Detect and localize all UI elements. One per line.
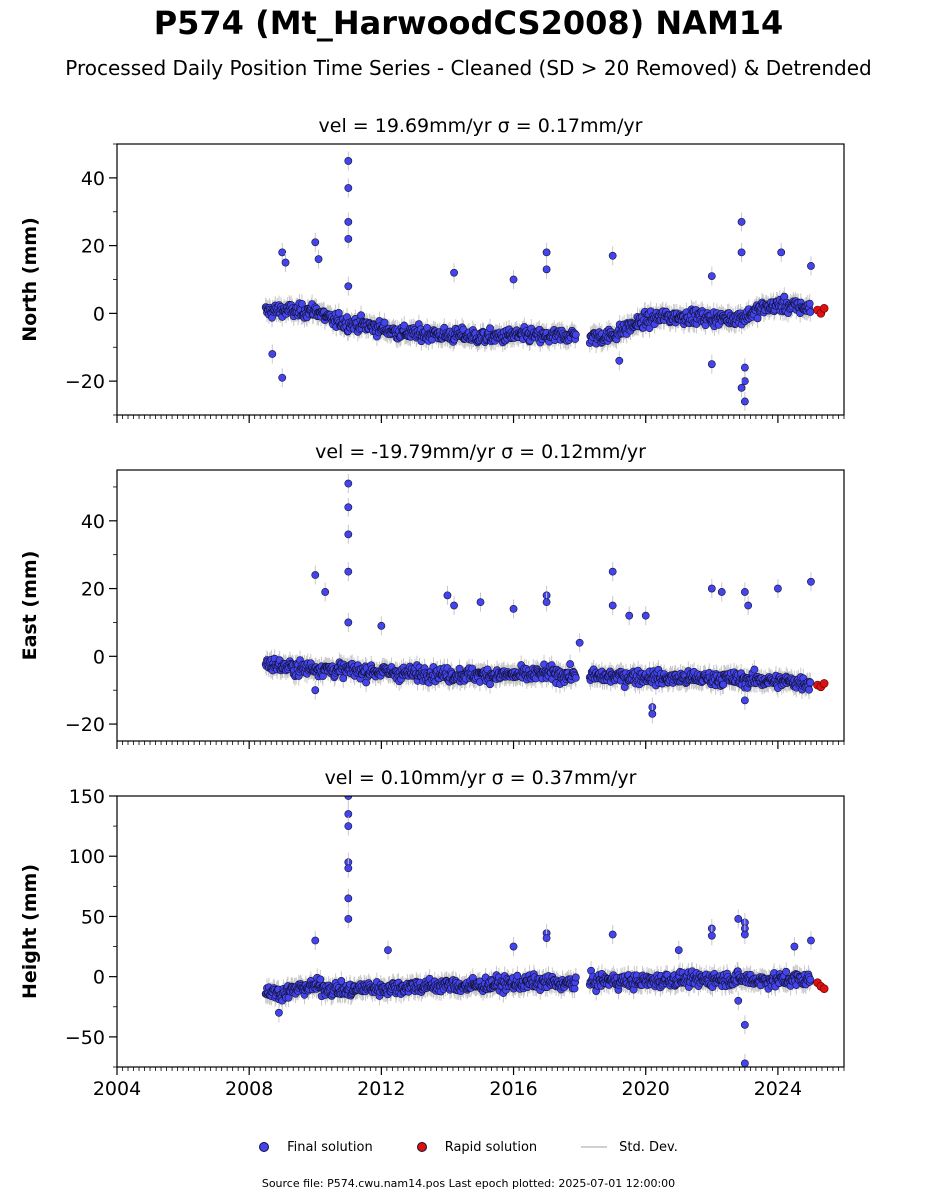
final-solution-point: [443, 591, 452, 600]
final-solution-point: [344, 234, 353, 243]
final-solution-point: [486, 680, 494, 689]
final-solution-point: [608, 567, 617, 576]
final-solution-point: [737, 218, 746, 226]
final-solution-point: [777, 248, 786, 257]
panel-1: vel = -19.79mm/yr σ = 0.12mm/yr East (mm)…: [19, 441, 845, 749]
final-solution-point: [311, 686, 320, 695]
final-solution-point: [615, 356, 624, 365]
final-solution-point: [380, 318, 389, 327]
rapid-solution-point: [819, 679, 829, 688]
final-solution-point: [740, 397, 749, 406]
final-solution-point: [344, 503, 353, 512]
final-solution-point: [344, 157, 353, 165]
final-solution-point: [321, 588, 330, 596]
final-solution-point: [298, 299, 306, 308]
final-solution-point: [542, 598, 551, 607]
final-solution-point: [707, 360, 716, 369]
y-tick-label: −20: [65, 371, 105, 393]
final-solution-point: [344, 218, 353, 226]
final-solution-point: [278, 248, 287, 257]
final-solution-point: [334, 309, 343, 317]
final-solution-point: [542, 265, 551, 274]
final-solution-point: [281, 258, 290, 267]
panel-title: vel = 0.10mm/yr σ = 0.37mm/yr: [325, 767, 637, 789]
y-tick-label: 20: [81, 579, 105, 601]
y-axis-label: East (mm): [19, 551, 41, 661]
chart-subtitle: Processed Daily Position Time Series - C…: [65, 56, 872, 80]
final-solution-point: [509, 604, 518, 613]
final-solution-point: [753, 314, 762, 323]
final-solution-point: [542, 248, 551, 257]
final-solution-point: [805, 299, 814, 308]
final-solution-point: [566, 660, 575, 668]
final-solution-point: [641, 611, 650, 620]
y-tick-label: 0: [93, 646, 105, 668]
final-solution-point: [344, 567, 353, 576]
plot-area: [261, 796, 829, 1067]
final-solution-point: [806, 678, 815, 687]
final-solution-point: [344, 530, 353, 539]
rapid-solution-point: [819, 303, 829, 313]
final-solution-point: [400, 321, 409, 330]
final-solution-point: [707, 584, 716, 593]
final-solution-point: [344, 618, 353, 627]
final-solution-point: [807, 262, 815, 270]
final-solution-point: [311, 238, 320, 247]
y-tick-label: 20: [81, 236, 105, 258]
final-solution-point: [450, 268, 458, 277]
final-solution-point: [486, 324, 494, 333]
final-solution-point: [737, 383, 746, 392]
plot-frame: [116, 143, 845, 416]
final-solution-point: [337, 977, 346, 985]
y-tick-label: 0: [93, 303, 105, 325]
final-solution-point: [450, 601, 458, 610]
final-solution-point: [806, 308, 815, 316]
plot-area: [261, 474, 829, 724]
final-solution-point: [268, 350, 277, 358]
plot-area: [261, 151, 829, 411]
y-axis-label: North (mm): [19, 217, 41, 342]
final-solution-point: [571, 673, 580, 682]
final-solution-point: [719, 680, 728, 689]
final-solution-point: [509, 275, 518, 284]
final-solution-point: [740, 377, 749, 386]
final-solution-point: [740, 588, 749, 596]
final-solution-point: [740, 363, 749, 372]
final-solution-point: [744, 601, 753, 610]
final-solution-point: [707, 272, 716, 281]
panel-title: vel = 19.69mm/yr σ = 0.17mm/yr: [319, 115, 643, 137]
final-solution-point: [750, 665, 759, 674]
final-solution-point: [278, 373, 287, 382]
final-solution-point: [339, 674, 348, 683]
final-solution-point: [608, 251, 617, 260]
final-solution-point: [774, 584, 782, 593]
final-solution-point: [377, 621, 386, 630]
final-solution-point: [344, 282, 353, 291]
y-axis-label: Height (mm): [19, 864, 41, 999]
final-solution-point: [571, 330, 580, 339]
panel-title: vel = -19.79mm/yr σ = 0.12mm/yr: [315, 441, 646, 463]
chart-main-title: P574 (Mt_HarwoodCS2008) NAM14: [153, 4, 784, 42]
final-solution-point: [717, 588, 726, 596]
final-solution-point: [648, 710, 657, 718]
final-solution-point: [740, 696, 749, 705]
final-solution-point: [737, 248, 746, 257]
panel-2: vel = 0.10mm/yr σ = 0.37mm/yr Height (mm)…: [19, 767, 845, 1100]
final-solution-point: [807, 577, 815, 586]
final-solution-point: [575, 638, 584, 647]
final-solution-point: [608, 601, 617, 610]
final-solution-point: [311, 571, 320, 579]
y-tick-label: 40: [81, 168, 105, 190]
y-tick-label: −20: [65, 714, 105, 736]
final-solution-point: [625, 611, 634, 620]
final-solution-point: [344, 479, 353, 488]
final-solution-point: [805, 685, 813, 694]
final-solution-point: [316, 975, 325, 984]
final-solution-point: [314, 255, 323, 264]
panel-0: vel = 19.69mm/yr σ = 0.17mm/yr North (mm)…: [19, 115, 845, 423]
final-solution-point: [344, 184, 353, 192]
final-solution-point: [476, 598, 485, 607]
y-tick-label: 40: [81, 511, 105, 533]
